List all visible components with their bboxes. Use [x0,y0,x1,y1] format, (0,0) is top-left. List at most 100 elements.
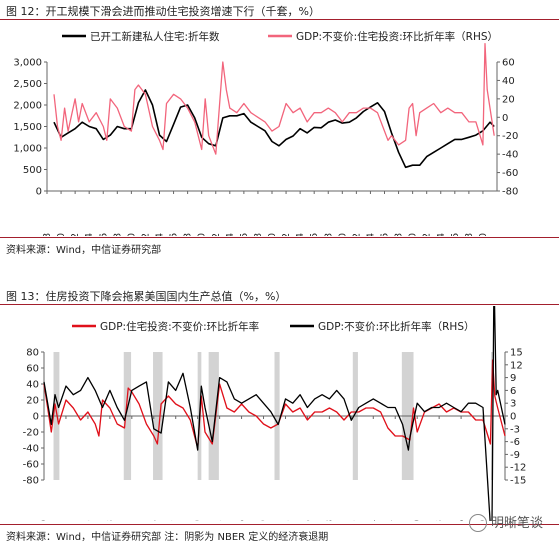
fig1-x-tick-label: 1998 [323,233,334,236]
fig1-x-tick-label: 2018 [464,233,475,236]
fig1-legend-label-1: 已开工新建私人住宅:折年数 [90,30,220,43]
fig1-right-tick-label: 20 [502,94,515,105]
fig1-right-tick-label: 0 [502,113,508,124]
fig2-right-tick-label: -15 [510,476,526,487]
fig2-x-tick-label: 1974 [149,520,160,521]
fig2-x-tick-label: 2013 [434,520,445,521]
fig2-left-tick-label: 80 [26,348,39,359]
fig1-x-tick-label: 1996 [309,233,320,236]
fig1-left-tick-label: 2,500 [13,79,42,90]
fig1-x-tick-label: 2012 [422,233,433,236]
figure2-title: 图 13：住房投资下降会拖累美国国内生产总值（%，%） [6,290,287,303]
fig1-x-tick-label: 1986 [239,233,250,236]
fig1-x-tick-label: 1980 [197,233,208,236]
fig2-right-tick-label: -9 [510,450,520,461]
fig1-series-1-line [53,89,495,169]
fig2-right-tick-label: 9 [510,373,516,384]
watermark-text: 明晰笔谈 [490,515,543,531]
fig2-x-tick-label: 2010 [412,520,423,521]
fig2-right-tick-label: -6 [510,437,520,448]
fig2-x-tick-label: 1962 [61,520,72,521]
fig1-legend-label-2: GDP:不变价:住宅投资:环比折年率（RHS） [296,30,498,43]
fig1-x-tick-label: 1970 [126,233,137,236]
fig2-x-tick-label: 1992 [280,520,291,521]
fig1-x-tick-label: 1978 [183,233,194,236]
fig2-x-tick-label: 1983 [215,520,226,521]
fig2-x-tick-label: 2001 [346,520,357,521]
fig2-left-tick-label: -20 [23,428,39,439]
wechat-logo-icon [468,514,487,532]
fig2-x-tick-label: 1998 [324,520,335,521]
figure2-source-rule [0,524,559,525]
figure2-title-rule [0,304,559,305]
fig2-x-tick-label: 1980 [193,520,204,521]
fig2-left-tick-label: 40 [26,380,39,391]
fig1-x-tick-label: 1974 [155,233,166,236]
figure1-source-rule [0,237,559,238]
fig1-x-tick-label: 2008 [394,233,405,236]
fig1-x-tick-label: 1988 [253,233,264,236]
fig2-x-tick-label: 2004 [368,520,379,521]
fig1-x-tick-label: 2016 [450,233,461,236]
fig1-right-tick-label: 40 [502,76,515,87]
fig2-left-tick-label: -80 [23,476,39,487]
fig2-right-tick-label: 6 [510,386,516,397]
fig1-x-tick-label: 1962 [70,233,81,236]
figure1-chart: 0 500 1,000 1,500 2,000 2,500 3,000 -80 -60 -40 -2… [13,30,518,236]
fig2-legend-label-2: GDP:不变价:环比折年率（RHS） [318,320,475,333]
fig1-x-tick-label: 2004 [365,233,376,236]
fig2-series-2-line [43,306,506,521]
fig1-left-tick-label: 500 [23,165,42,176]
fig2-left-tick-label: 20 [26,396,39,407]
fig1-right-tick-label: -60 [502,168,518,179]
fig1-x-tick-label: 1994 [295,233,306,236]
fig1-x-tick-label: 1966 [98,233,109,236]
fig1-x-tick-label: 1972 [140,233,151,236]
fig1-left-tick-label: 3,000 [13,58,42,69]
fig1-x-tick-label: 1976 [169,233,180,236]
fig1-left-tick-label: 0 [36,187,42,198]
fig1-x-tick-label: 2020 [478,233,489,236]
fig2-right-tick-label: 12 [510,360,523,371]
fig2-x-tick-label: 1968 [105,520,116,521]
fig2-left-tick-label: -40 [23,444,39,455]
fig1-right-tick-label: -80 [502,187,518,198]
fig2-legend-label-1: GDP:住宅投资:不变价:环比折年率 [100,320,259,333]
fig2-x-tick-label: 1977 [171,520,182,521]
fig1-right-tick-label: 60 [502,58,515,69]
fig1-x-tick-label: 2010 [408,233,419,236]
fig2-right-tick-label: -12 [510,463,526,474]
figure2-chart: -80-60-40-20020406080-15-12-9-6-30369121… [23,306,526,521]
fig1-left-tick-label: 1,000 [13,144,42,155]
fig1-left-tick-label: 1,500 [13,122,42,133]
fig1-x-tick-label: 1984 [225,233,236,236]
fig2-x-tick-label: 2022 [500,520,511,521]
fig1-series-2-line [53,42,495,155]
fig1-right-tick-label: -40 [502,150,518,161]
fig1-left-tick-label: 2,000 [13,101,42,112]
fig2-left-tick-label: 0 [33,412,39,423]
fig1-x-tick-label: 1960 [56,233,67,236]
fig1-right-tick-label: -20 [502,131,518,142]
figure2-source: 资料来源：Wind，中信证券研究部 注：阴影为 NBER 定义的经济衰退期 [6,532,329,543]
fig2-x-tick-label: 2016 [456,520,467,521]
fig2-x-tick-label: 1986 [237,520,248,521]
figure1-title: 图 12：开工规模下滑会进而推动住宅投资增速下行（千套，%） [6,5,320,18]
fig2-left-tick-label: -60 [23,460,39,471]
fig1-x-tick-label: 1990 [267,233,278,236]
fig1-x-tick-label: 1992 [281,233,292,236]
fig1-x-tick-label: 1982 [211,233,222,236]
fig1-x-tick-label: 1964 [84,233,95,236]
fig2-x-tick-label: 1995 [302,520,313,521]
figure1-title-rule [0,19,559,20]
fig2-right-tick-label: -3 [510,424,520,435]
fig1-x-tick-label: 1958 [42,233,53,236]
fig2-x-tick-label: 1989 [259,520,270,521]
fig2-x-tick-label: 1965 [83,520,94,521]
figure1-source: 资料来源：Wind，中信证券研究部 [6,245,162,256]
fig2-right-tick-label: 0 [510,412,516,423]
fig2-x-tick-label: 1959 [39,520,50,521]
watermark: 明晰笔谈 [468,512,543,532]
fig1-x-tick-label: 1968 [112,233,123,236]
